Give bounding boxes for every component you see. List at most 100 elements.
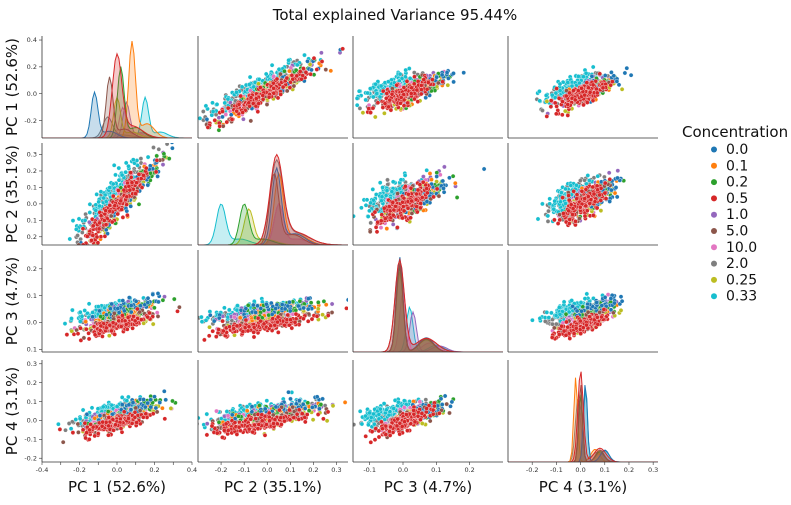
point-0_5-4143 bbox=[603, 196, 609, 201]
point-0_0-1899 bbox=[614, 79, 620, 84]
point-0_5-641 bbox=[314, 67, 320, 72]
point-5_0-1222 bbox=[436, 80, 441, 86]
point-1_0-262 bbox=[241, 116, 246, 122]
point-0_33-889 bbox=[397, 71, 403, 77]
point-0_5-2014 bbox=[597, 71, 603, 77]
point-0_5-2715 bbox=[153, 169, 159, 175]
point-0_5-3512 bbox=[390, 200, 396, 205]
point-0_5-4217 bbox=[566, 208, 571, 214]
point-0_5-4136 bbox=[571, 189, 576, 194]
point-0_5-2702 bbox=[128, 175, 134, 180]
point-0_0-3269 bbox=[447, 175, 452, 181]
point-5_0-525 bbox=[284, 88, 290, 94]
point-0_5-2815 bbox=[81, 248, 85, 252]
point-0_5-1398 bbox=[414, 87, 420, 93]
point-0_5-2091 bbox=[565, 102, 571, 107]
point-0_5-1408 bbox=[398, 95, 404, 100]
point-0_5-1382 bbox=[384, 96, 389, 101]
point-0_5-4173 bbox=[574, 192, 580, 197]
point-0_5-2112 bbox=[582, 92, 587, 98]
point-0_5-1322 bbox=[440, 79, 445, 84]
point-0_33-2308 bbox=[123, 160, 129, 166]
point-0_5-3518 bbox=[400, 199, 405, 205]
point-0_33-2331 bbox=[119, 172, 125, 178]
point-0_33-1592 bbox=[565, 80, 571, 85]
point-0_33-2319 bbox=[101, 195, 106, 201]
point-0_33-2323 bbox=[145, 154, 151, 160]
point-0_5-4870 bbox=[78, 338, 84, 343]
point-0_5-648 bbox=[224, 119, 230, 125]
point-0_5-565 bbox=[319, 59, 325, 64]
point-0_5-2109 bbox=[594, 90, 600, 96]
point-0_5-4068 bbox=[607, 177, 613, 182]
chart-title: Total explained Variance 95.44% bbox=[272, 6, 517, 24]
point-0_1-312 bbox=[287, 68, 292, 74]
point-0_5-1353 bbox=[380, 105, 386, 110]
point-0_33-2942 bbox=[364, 197, 370, 203]
point-1_0-244 bbox=[198, 125, 199, 129]
point-0_0-1190 bbox=[444, 70, 450, 75]
point-0_5-1363 bbox=[409, 85, 414, 91]
point-0_5-4895 bbox=[107, 322, 113, 328]
point-0_5-1385 bbox=[401, 85, 407, 90]
point-0_5-3511 bbox=[414, 191, 419, 197]
point-0_25-4605 bbox=[150, 321, 156, 327]
point-0_5-4854 bbox=[75, 331, 81, 336]
point-0_0-2576 bbox=[169, 143, 175, 145]
point-0_5-1945 bbox=[560, 112, 565, 118]
point-0_5-702 bbox=[287, 85, 293, 90]
point-0_5-1333 bbox=[404, 79, 410, 84]
point-2_0-53 bbox=[201, 109, 206, 114]
point-0_33-3020 bbox=[359, 205, 364, 211]
point-0_0-1893 bbox=[611, 73, 617, 79]
point-0_33-893 bbox=[365, 90, 370, 96]
point-0_25-4624 bbox=[141, 321, 146, 326]
point-0_5-3480 bbox=[413, 197, 419, 202]
point-0_33-1627 bbox=[557, 81, 563, 87]
point-0_5-1370 bbox=[418, 91, 424, 97]
point-0_5-1389 bbox=[405, 100, 410, 106]
point-0_33-3012 bbox=[365, 214, 371, 219]
point-0_5-4223 bbox=[587, 201, 593, 206]
point-0_2-4631 bbox=[172, 296, 177, 302]
point-0_5-4155 bbox=[585, 208, 590, 213]
point-0_5-1407 bbox=[401, 97, 407, 103]
point-0_5-623 bbox=[303, 70, 309, 75]
point-0_5-1278 bbox=[375, 100, 381, 105]
kde-0_0 bbox=[42, 90, 192, 138]
point-0_5-4215 bbox=[567, 221, 572, 226]
point-5_0-4727 bbox=[81, 335, 87, 341]
point-0_5-4902 bbox=[84, 326, 89, 332]
point-0_5-2076 bbox=[608, 82, 613, 88]
point-0_2-4660 bbox=[98, 314, 103, 319]
point-0_5-4802 bbox=[64, 332, 70, 337]
point-0_0-2590 bbox=[145, 182, 151, 188]
point-0_33-922 bbox=[407, 66, 412, 71]
point-0_33-3024 bbox=[390, 179, 396, 185]
point-0_2-2543 bbox=[154, 153, 159, 159]
point-1_0-237 bbox=[319, 50, 324, 56]
point-0_5-4180 bbox=[574, 196, 579, 201]
point-0_5-4228 bbox=[552, 217, 557, 223]
point-0_5-687 bbox=[274, 76, 280, 82]
panel-body bbox=[535, 168, 626, 228]
point-0_33-917 bbox=[374, 91, 380, 96]
point-0_33-199 bbox=[234, 90, 239, 95]
point-0_5-1262 bbox=[415, 79, 421, 84]
point-0_33-191 bbox=[214, 102, 220, 107]
point-0_0-4711 bbox=[145, 300, 151, 305]
point-0_5-1325 bbox=[424, 87, 430, 92]
point-0_5-3429 bbox=[379, 212, 385, 217]
point-2_0-2196 bbox=[138, 156, 144, 161]
point-0_5-2061 bbox=[563, 93, 569, 99]
point-0_5-2816 bbox=[127, 187, 133, 193]
point-2_0-1479 bbox=[540, 108, 545, 113]
point-0_5-4203 bbox=[579, 188, 585, 194]
point-0_5-674 bbox=[258, 85, 263, 90]
point-0_5-2085 bbox=[586, 85, 591, 91]
point-0_5-1380 bbox=[426, 80, 431, 85]
point-0_33-2333 bbox=[70, 218, 76, 223]
point-0_5-1406 bbox=[382, 101, 388, 106]
point-5_0-4763 bbox=[112, 311, 117, 316]
point-0_33-2970 bbox=[402, 173, 408, 178]
